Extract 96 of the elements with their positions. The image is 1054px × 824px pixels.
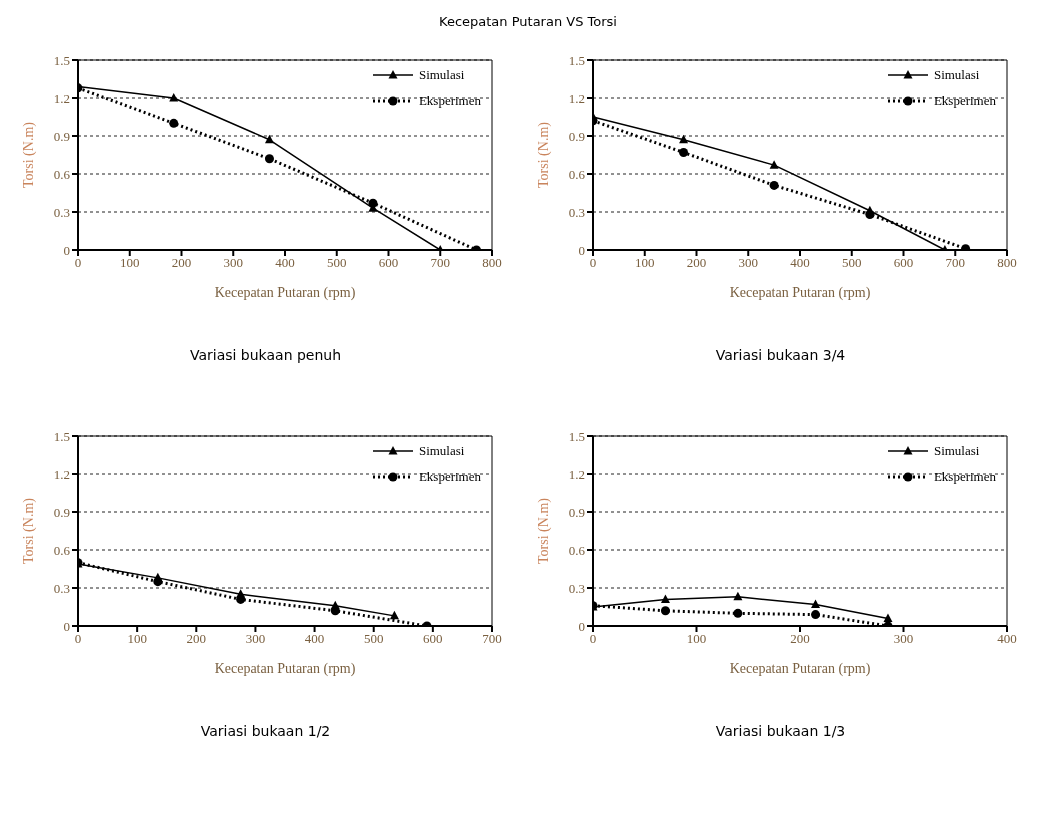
x-tick-label: 500 — [842, 255, 862, 271]
y-tick-label: 0 — [63, 618, 70, 634]
x-tick-label: 700 — [482, 631, 502, 647]
x-tick-label: 600 — [893, 255, 914, 271]
x-tick-label: 300 — [245, 631, 266, 647]
text: Variasi bukaan 1/2 — [199, 723, 332, 739]
x-tick-label: 400 — [790, 255, 810, 271]
x-tick-label: 400 — [997, 631, 1017, 647]
x-axis-title: Kecepatan Putaran (rpm) — [729, 285, 871, 301]
x-tick-label: 100 — [686, 631, 707, 647]
y-tick-label: 1.5 — [53, 52, 70, 68]
point — [883, 613, 893, 622]
y-tick-label: 0.3 — [53, 580, 70, 596]
point — [169, 93, 179, 102]
point — [264, 134, 274, 144]
y-tick-label: 1.5 — [53, 428, 70, 444]
point — [679, 147, 689, 157]
point — [733, 608, 743, 618]
legend-label: Eksperimen — [933, 469, 996, 485]
x-tick-label: 300 — [738, 255, 758, 271]
x-tick-label: 400 — [304, 631, 325, 647]
point — [660, 594, 670, 603]
y-tick-label: 1.2 — [568, 466, 585, 482]
legend-label: Simulasi — [933, 443, 980, 459]
legend-label: Simulasi — [933, 67, 980, 83]
y-tick-label: 1.2 — [53, 466, 70, 482]
x-tick-label: 100 — [635, 255, 655, 271]
y-tick-label: 0.9 — [53, 128, 70, 144]
point — [153, 577, 163, 587]
x-tick-label: 100 — [120, 255, 140, 271]
point — [811, 599, 821, 608]
x-axis-title: Kecepatan Putaran (rpm) — [214, 285, 356, 301]
x-tick-label: 200 — [171, 255, 192, 271]
x-tick-label: 100 — [127, 631, 147, 647]
x-tick-label: 800 — [482, 255, 502, 271]
legend-label: Simulasi — [418, 443, 465, 459]
x-tick-label: 500 — [327, 255, 347, 271]
y-tick-label: 1.2 — [53, 90, 70, 106]
x-tick-label: 0 — [74, 631, 82, 647]
point — [811, 610, 821, 620]
y-tick-label: 0.6 — [53, 166, 71, 182]
point — [769, 160, 779, 169]
x-tick-label: 600 — [423, 631, 443, 647]
x-axis-title: Kecepatan Putaran (rpm) — [214, 661, 356, 677]
y-tick-label: 0.9 — [568, 504, 585, 520]
x-tick-label: 700 — [945, 255, 965, 271]
legend-label: Simulasi — [418, 67, 465, 83]
x-tick-label: 0 — [589, 255, 597, 271]
y-tick-label: 0.6 — [568, 166, 586, 182]
point — [264, 154, 274, 164]
y-axis-title: Torsi (N.m) — [535, 121, 552, 188]
x-tick-label: 600 — [378, 255, 399, 271]
y-tick-label: 1.5 — [568, 428, 585, 444]
y-tick-label: 0 — [63, 242, 70, 258]
point — [368, 198, 378, 208]
y-tick-label: 0.9 — [568, 128, 585, 144]
x-tick-label: 0 — [74, 255, 82, 271]
x-tick-label: 300 — [223, 255, 243, 271]
y-tick-label: 0.6 — [53, 542, 71, 558]
point — [733, 591, 743, 601]
x-tick-label: 700 — [430, 255, 450, 271]
point — [660, 606, 670, 616]
y-tick-label: 0 — [578, 618, 585, 634]
point — [865, 210, 875, 220]
text: Variasi bukaan penuh — [188, 347, 343, 363]
y-tick-label: 0.3 — [53, 204, 70, 220]
y-tick-label: 0.3 — [568, 580, 585, 596]
point — [769, 180, 779, 190]
legend-label: Eksperimen — [418, 93, 481, 109]
text: Variasi bukaan 1/3 — [714, 723, 847, 739]
x-tick-label: 500 — [363, 631, 384, 647]
x-tick-label: 200 — [790, 631, 810, 647]
point — [389, 610, 399, 620]
point — [169, 118, 179, 128]
point — [330, 606, 340, 616]
y-axis-title: Torsi (N.m) — [20, 121, 37, 188]
text: Variasi bukaan 3/4 — [714, 347, 847, 363]
y-tick-label: 1.2 — [568, 90, 585, 106]
x-tick-label: 800 — [997, 255, 1017, 271]
legend-label: Eksperimen — [933, 93, 996, 109]
x-axis-title: Kecepatan Putaran (rpm) — [729, 661, 871, 677]
x-tick-label: 400 — [275, 255, 295, 271]
y-axis-title: Torsi (N.m) — [20, 497, 37, 564]
x-tick-label: 200 — [186, 631, 207, 647]
y-tick-label: 1.5 — [568, 52, 585, 68]
x-tick-label: 300 — [893, 631, 914, 647]
text: Kecepatan Putaran VS Torsi — [438, 13, 618, 31]
y-tick-label: 0 — [578, 242, 585, 258]
y-axis-title: Torsi (N.m) — [535, 497, 552, 564]
x-tick-label: 0 — [589, 631, 597, 647]
y-tick-label: 0.6 — [568, 542, 586, 558]
y-tick-label: 0.3 — [568, 204, 585, 220]
y-tick-label: 0.9 — [53, 504, 70, 520]
legend-label: Eksperimen — [418, 469, 481, 485]
x-tick-label: 200 — [686, 255, 707, 271]
point — [679, 134, 689, 144]
